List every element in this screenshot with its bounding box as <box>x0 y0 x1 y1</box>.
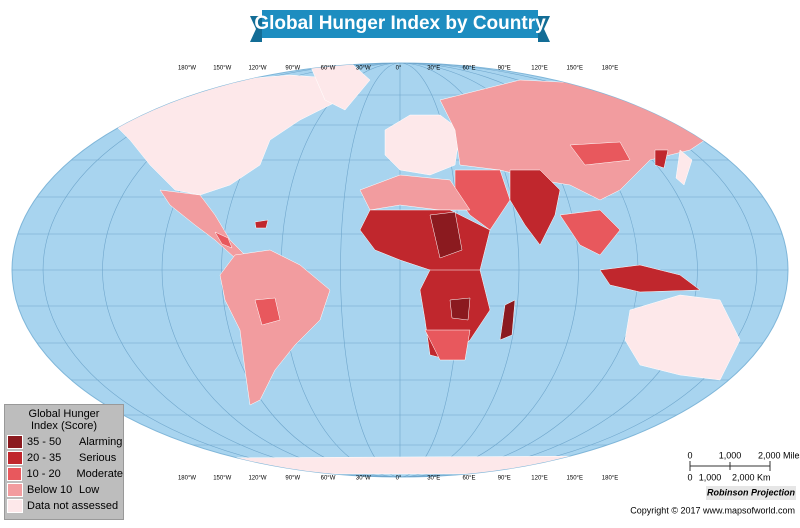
longitude-label: 30°E <box>427 476 440 482</box>
legend: Global Hunger Index (Score) 35 - 50 Alarm… <box>4 404 124 520</box>
longitude-label: 60°W <box>321 66 336 72</box>
north-america <box>109 74 341 196</box>
legend-level: Alarming <box>79 436 123 448</box>
longitude-label: 120°E <box>531 66 547 72</box>
legend-item: 10 - 20 Moderate <box>5 466 123 482</box>
antarctica <box>189 455 611 475</box>
europe <box>384 114 461 176</box>
longitude-label: 150°E <box>567 66 583 72</box>
copyright: Copyright © 2017 www.mapsofworld.com <box>630 505 795 515</box>
southeast-asia <box>559 209 621 256</box>
legend-swatch <box>7 483 23 497</box>
legend-range: Below 10 <box>27 484 73 496</box>
legend-level: Low <box>79 484 100 496</box>
south-asia <box>509 169 561 246</box>
scale-label: 0 <box>687 450 692 460</box>
longitude-label: 60°E <box>462 476 475 482</box>
longitude-label: 30°W <box>356 66 371 72</box>
longitude-label: 60°E <box>462 66 475 72</box>
scale-label: 0 <box>687 472 692 482</box>
australia <box>624 294 741 381</box>
longitude-label: 90°W <box>285 476 300 482</box>
longitude-labels-top: 180°W 150°W 120°W 90°W 60°W 30°W 0° 30°E 60°E 90°… <box>178 66 618 72</box>
chad <box>429 211 463 259</box>
bolivia <box>254 297 281 326</box>
longitude-label: 120°W <box>248 66 266 72</box>
longitude-label: 150°W <box>213 66 231 72</box>
longitude-label: 30°E <box>427 66 440 72</box>
legend-swatch <box>7 499 23 513</box>
projection: Robinson Projection <box>707 487 796 497</box>
south-africa <box>424 329 471 361</box>
longitude-label: 90°E <box>498 476 511 482</box>
longitude-label: 150°W <box>213 476 231 482</box>
scale-label: 1,000 <box>699 472 722 482</box>
greenland <box>309 63 371 111</box>
north-africa <box>359 174 471 211</box>
new-zealand <box>754 371 771 401</box>
longitude-label: 120°W <box>248 476 266 482</box>
longitude-label: 180°W <box>178 66 196 72</box>
map-title: Global Hunger Index by Country <box>254 13 546 34</box>
zambia <box>449 297 471 321</box>
legend-swatch <box>7 467 23 481</box>
legend-range: Data not assessed <box>27 500 119 512</box>
legend-title: Global Hunger Index (Score) <box>28 408 100 432</box>
north-korea <box>654 149 669 169</box>
south-america <box>219 249 331 406</box>
longitude-label: 90°W <box>285 66 300 72</box>
legend-items: 35 - 50 Alarming 20 - 35 Serious 10 - 20 Mode… <box>5 434 123 514</box>
longitude-label: 60°W <box>321 476 336 482</box>
legend-range: 10 - 20 <box>26 468 61 480</box>
legend-level: Moderate <box>76 468 123 480</box>
legend-level: Serious <box>79 452 117 464</box>
longitude-label: 30°W <box>356 476 371 482</box>
madagascar <box>499 299 516 341</box>
japan <box>675 149 693 186</box>
scale-label: 2,000 Miles <box>758 450 800 460</box>
longitude-label: 90°E <box>498 66 511 72</box>
longitude-label: 0° <box>396 66 402 72</box>
legend-item: Below 10 Low <box>5 482 123 498</box>
scale-label: 1,000 <box>719 450 742 460</box>
haiti <box>254 219 269 229</box>
legend-range: 35 - 50 <box>27 436 62 448</box>
legend-swatch <box>7 435 23 449</box>
longitude-label: 180°W <box>178 476 196 482</box>
title-banner <box>262 10 538 38</box>
longitude-label: 180°E <box>602 476 618 482</box>
scale-label: 2,000 Km <box>732 472 771 482</box>
longitude-labels-bottom: 180°W 150°W 120°W 90°W 60°W 30°W 0° 30°E 60°E 90°… <box>178 476 618 482</box>
longitude-label: 120°E <box>531 476 547 482</box>
legend-range: 20 - 35 <box>27 452 62 464</box>
legend-item: Data not assessed <box>5 498 123 514</box>
indonesia <box>599 264 701 293</box>
mongolia <box>569 141 631 166</box>
scale-bar <box>689 461 771 471</box>
legend-item: 20 - 35 Serious <box>5 450 123 466</box>
legend-swatch <box>7 451 23 465</box>
banner-tail <box>538 16 550 42</box>
longitude-label: 180°E <box>602 66 618 72</box>
legend-item: 35 - 50 Alarming <box>5 434 123 450</box>
longitude-label: 150°E <box>567 476 583 482</box>
banner-tail <box>250 16 262 42</box>
projection-box <box>706 486 796 500</box>
longitude-label: 0° <box>396 476 402 482</box>
guatemala <box>214 231 233 249</box>
